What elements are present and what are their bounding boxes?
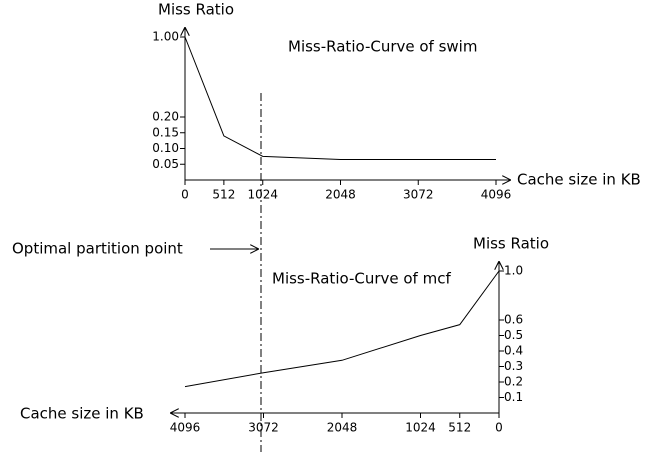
y-tick-label: 0.6 xyxy=(504,313,523,327)
y-tick-label: 0.3 xyxy=(504,359,523,373)
y-tick-label: 0.10 xyxy=(152,141,179,155)
y-tick-label: 1.0 xyxy=(504,264,523,278)
y-tick-label: 0.4 xyxy=(504,344,523,358)
chart-title: Miss-Ratio-Curve of mcf xyxy=(272,270,451,288)
annotation: Optimal partition point xyxy=(12,240,183,258)
x-tick-label: 4096 xyxy=(481,188,512,202)
y-axis-label: Miss Ratio xyxy=(158,1,234,19)
x-tick-label: 2048 xyxy=(325,188,356,202)
x-tick-label: 3072 xyxy=(403,188,434,202)
line-series xyxy=(184,36,496,161)
y-tick-label: 0.1 xyxy=(504,390,523,404)
y-tick-label: 0.5 xyxy=(504,328,523,342)
x-tick-label: 2048 xyxy=(327,421,358,435)
x-tick-label: 0 xyxy=(181,188,189,202)
x-axis-label: Cache size in KB xyxy=(20,405,144,423)
x-tick-label: 0 xyxy=(495,421,503,435)
y-tick-label: 0.20 xyxy=(152,110,179,124)
line-series xyxy=(184,270,500,388)
y-tick-label: 0.05 xyxy=(152,157,179,171)
x-tick-label: 1024 xyxy=(405,421,436,435)
y-tick-label: 1.00 xyxy=(152,30,179,44)
y-axis-label: Miss Ratio xyxy=(473,235,549,253)
x-tick-label: 512 xyxy=(448,421,471,435)
y-tick-label: 0.15 xyxy=(152,125,179,139)
x-tick-label: 3072 xyxy=(248,421,279,435)
x-axis-label: Cache size in KB xyxy=(517,171,641,189)
chart-title: Miss-Ratio-Curve of swim xyxy=(288,38,477,56)
x-tick-label: 1024 xyxy=(247,188,278,202)
y-tick-label: 0.2 xyxy=(504,375,523,389)
x-tick-label: 512 xyxy=(212,188,235,202)
x-tick-label: 4096 xyxy=(170,421,201,435)
